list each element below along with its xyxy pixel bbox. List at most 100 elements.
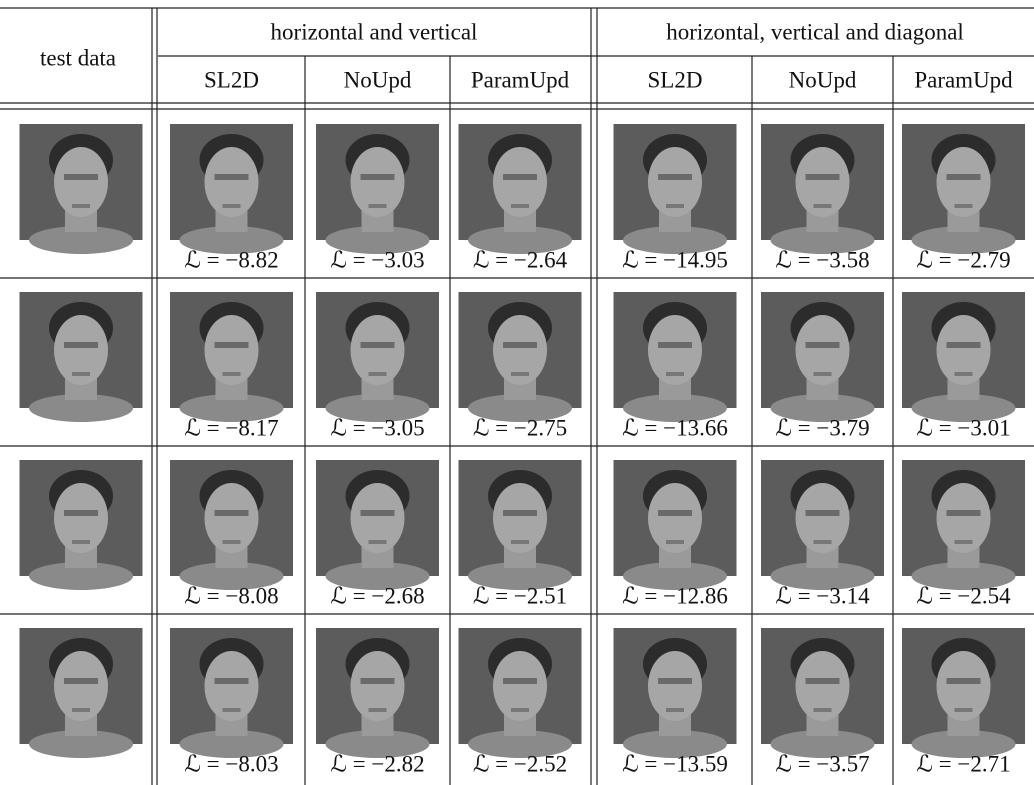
mouth [954,540,973,544]
face [493,651,547,721]
face-image [761,292,884,422]
eyes [503,342,537,348]
face [350,651,405,721]
eyes [360,510,395,516]
face [936,147,991,217]
shirt [29,562,133,590]
face [795,315,850,385]
shirt [911,394,1016,422]
face [795,483,850,553]
face-image [761,460,884,590]
face [350,483,405,553]
mouth [954,204,973,208]
mouth [954,372,973,376]
cell-value: ℒ = −3.57 [775,751,869,776]
face-image [761,124,884,254]
face-image [316,124,439,254]
face-image [458,124,582,254]
shirt [770,394,875,422]
shirt [29,226,133,254]
mouth [666,372,684,376]
mouth [813,708,832,712]
eyes [946,174,981,180]
mouth [511,708,529,712]
mouth [222,372,241,376]
shirt [911,730,1016,758]
row-label-header: test data [40,45,116,70]
face-image [19,124,143,254]
face [54,147,108,217]
face [54,315,108,385]
face-image [19,292,143,422]
mouth [222,204,241,208]
face-image [613,124,737,254]
shirt [179,562,284,590]
eyes [658,342,692,348]
cell-value: ℒ = −13.66 [622,415,728,440]
eyes [64,174,98,180]
shirt [468,226,572,254]
face-image [170,292,293,422]
cell-value: ℒ = −14.95 [622,247,728,272]
cell-value: ℒ = −2.64 [473,247,568,272]
eyes [503,678,537,684]
mouth [222,540,241,544]
eyes [658,510,692,516]
mouth [666,204,684,208]
shirt [325,226,430,254]
face [204,315,259,385]
cell-value: ℒ = −2.52 [473,751,567,776]
eyes [64,342,98,348]
face-image [613,628,737,758]
mouth [72,540,90,544]
shirt [325,562,430,590]
face-image [19,460,143,590]
cell-value: ℒ = −8.03 [184,751,278,776]
face [936,483,991,553]
face-image [902,460,1025,590]
shirt [325,394,430,422]
eyes [360,342,395,348]
face [936,315,991,385]
cell-value: ℒ = −3.03 [330,247,424,272]
group-header: horizontal and vertical [271,19,478,44]
shirt [911,226,1016,254]
column-header: SL2D [648,67,703,92]
cell-value: ℒ = −2.82 [330,751,424,776]
face [204,147,259,217]
column-header: ParamUpd [471,67,570,92]
shirt [468,730,572,758]
face [350,147,405,217]
mouth [511,540,529,544]
face-image [458,292,582,422]
mouth [954,708,973,712]
face [648,651,702,721]
face [493,483,547,553]
mouth [72,372,90,376]
shirt [911,562,1016,590]
shirt [623,226,727,254]
shirt [623,394,727,422]
shirt [179,226,284,254]
eyes [360,174,395,180]
face-image [316,292,439,422]
face-image [458,460,582,590]
cell-value: ℒ = −8.08 [184,583,278,608]
cell-value: ℒ = −3.05 [330,415,424,440]
face [648,147,702,217]
mouth [368,540,387,544]
face-image [170,124,293,254]
mouth [511,372,529,376]
shirt [179,730,284,758]
shirt [468,394,572,422]
eyes [946,678,981,684]
column-header: ParamUpd [914,67,1013,92]
column-header: NoUpd [344,67,412,92]
mouth [666,540,684,544]
face-image [316,460,439,590]
face-image [613,292,737,422]
eyes [658,174,692,180]
face-image [902,292,1025,422]
shirt [770,562,875,590]
